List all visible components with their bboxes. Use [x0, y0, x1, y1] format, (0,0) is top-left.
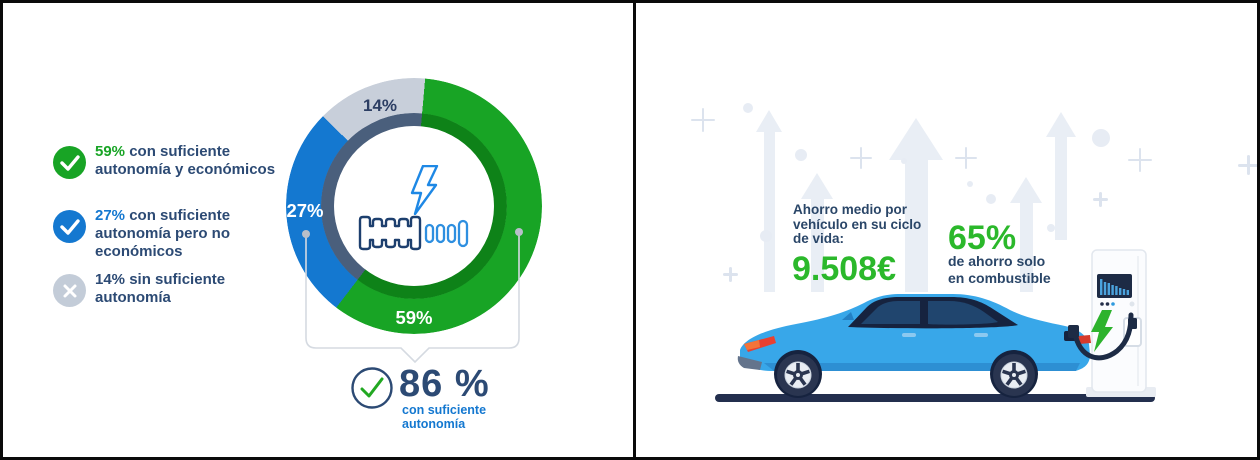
annotation-label: con suficiente autonomía — [402, 403, 487, 431]
tail-light — [1078, 335, 1091, 344]
legend-percent: 14% — [95, 271, 126, 288]
arrow-up-icon — [889, 118, 943, 292]
plus-icon — [1128, 148, 1152, 172]
legend-percent: 59% — [95, 143, 126, 160]
ground-line — [715, 394, 1155, 402]
plus-icon — [955, 147, 977, 169]
dot-icon — [967, 181, 973, 187]
side-mirror — [842, 312, 854, 320]
arrow-up-icon — [1010, 177, 1042, 292]
donut-label-blue: 27% — [286, 200, 324, 221]
check-circle-icon — [53, 146, 86, 179]
cross-circle-icon — [53, 274, 86, 307]
donut-label-green: 59% — [395, 307, 433, 328]
rear-wheel — [990, 350, 1038, 398]
check-circle-outline-icon — [351, 367, 393, 409]
dot-icon — [795, 149, 807, 161]
plus-icon — [691, 108, 715, 132]
front-window — [861, 301, 920, 324]
charging-cable — [1068, 312, 1134, 361]
dot-icon — [1092, 129, 1110, 147]
dot-icon — [901, 158, 907, 164]
dot-icon — [760, 230, 772, 242]
door-handle — [974, 333, 988, 337]
arrow-up-icon — [801, 173, 833, 292]
legend-label: 14% sin suficiente autonomía — [95, 271, 226, 306]
legend-label: 59% con suficiente autonomía y económico… — [95, 143, 276, 178]
lifecycle-savings-value: 9.508€ — [792, 250, 896, 288]
dot-icon — [1047, 224, 1055, 232]
panel-ev-savings: Ahorro medio por vehículo en su ciclo de… — [636, 3, 1257, 457]
check-circle-icon — [53, 210, 86, 243]
plus-icon — [1092, 191, 1108, 207]
plus-icon — [722, 266, 738, 282]
cable-plug — [1068, 325, 1079, 338]
lifecycle-savings-label: Ahorro medio por vehículo en su ciclo de… — [793, 202, 922, 246]
front-bumper — [737, 356, 762, 370]
electric-car — [737, 294, 1091, 398]
legend-label: 27% con suficiente autonomía pero no eco… — [95, 207, 231, 260]
green-bolt-icon — [1091, 310, 1113, 352]
lightning-icon — [410, 165, 439, 215]
arrow-up-icon — [1046, 112, 1076, 240]
engine-battery-icon — [358, 215, 469, 251]
plus-icon — [1238, 155, 1257, 175]
fuel-savings-label: de ahorro solo en combustible — [948, 253, 1051, 286]
dot-icon — [743, 103, 753, 113]
arrow-up-icon — [756, 110, 782, 292]
fuel-savings-value: 65% — [948, 219, 1017, 257]
front-wheel — [774, 350, 822, 398]
legend-percent: 27% — [95, 207, 126, 224]
panel-autonomy-chart: 59% con suficiente autonomía y económico… — [3, 3, 633, 457]
car-body — [740, 294, 1090, 371]
station-screen — [1097, 274, 1132, 298]
donut-label-gray: 14% — [362, 96, 398, 115]
rear-window — [928, 301, 998, 325]
door-handle — [902, 333, 916, 337]
annotation-value: 86 % — [399, 363, 490, 405]
dot-icon — [986, 194, 996, 204]
plus-icon — [850, 147, 872, 169]
panel-divider — [633, 3, 636, 457]
